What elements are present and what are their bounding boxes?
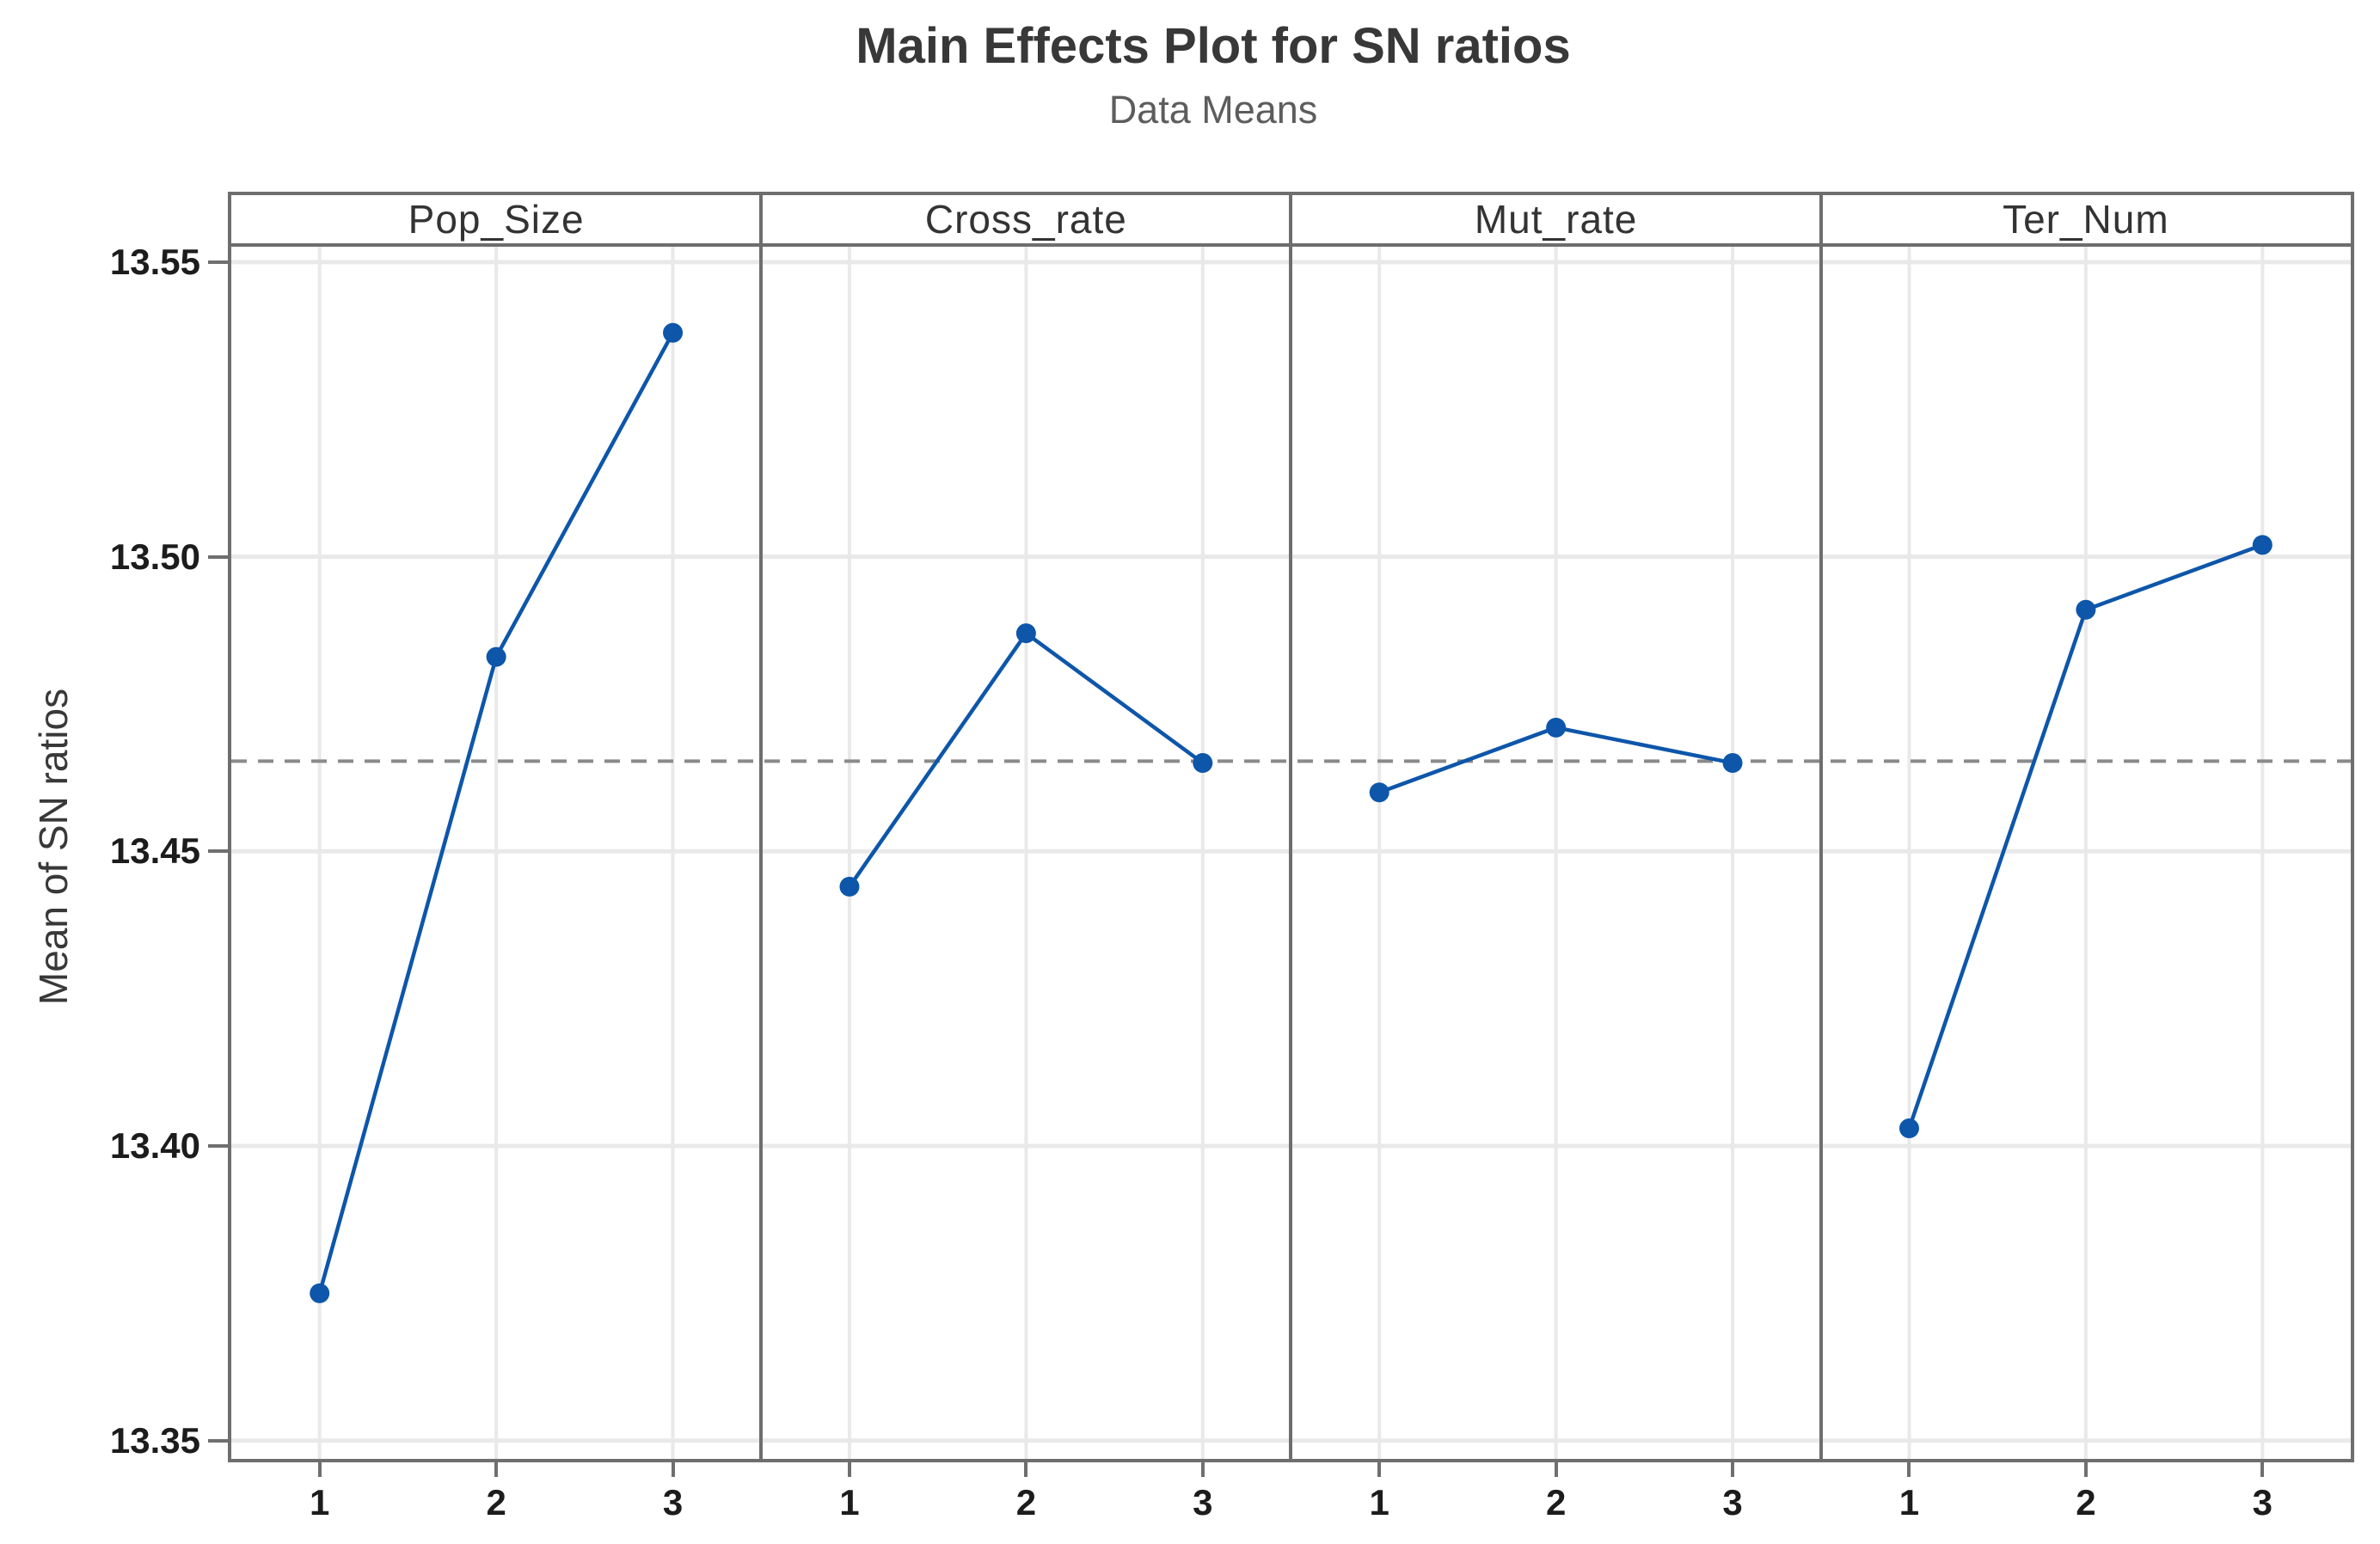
x-tick-label: 1: [310, 1482, 330, 1523]
x-tick-mark: [1024, 1462, 1028, 1477]
y-tick-mark: [208, 1144, 228, 1149]
x-tick-mark: [671, 1462, 675, 1477]
x-tick-label: 3: [1193, 1482, 1213, 1523]
x-tick-mark: [2260, 1462, 2265, 1477]
x-tick-mark: [1731, 1462, 1735, 1477]
y-tick-mark: [208, 260, 228, 264]
y-tick-label: 13.50: [109, 536, 200, 577]
data-point-cross_rate-level3: [1193, 752, 1213, 773]
data-point-mut_rate-level2: [1546, 717, 1567, 738]
x-tick-label: 3: [1722, 1482, 1743, 1523]
x-tick-mark: [2083, 1462, 2088, 1477]
panel-header-mut-rate: Mut_rate: [1474, 197, 1638, 242]
x-tick-label: 1: [839, 1482, 860, 1523]
x-tick-mark: [1377, 1462, 1382, 1477]
panel-header-pop-size: Pop_Size: [408, 197, 585, 242]
y-tick-label: 13.45: [109, 830, 200, 872]
data-point-cross_rate-level1: [839, 876, 860, 897]
data-point-cross_rate-level2: [1015, 623, 1036, 644]
y-tick-mark: [208, 849, 228, 854]
panel-header-cross-rate: Cross_rate: [924, 197, 1127, 242]
x-tick-mark: [1200, 1462, 1205, 1477]
x-tick-label: 2: [1545, 1482, 1567, 1523]
data-point-mut_rate-level1: [1369, 782, 1389, 803]
x-tick-mark: [1554, 1462, 1558, 1477]
panel-divider: [759, 195, 763, 1459]
x-tick-mark: [1907, 1462, 1911, 1477]
x-tick-label: 3: [2252, 1482, 2273, 1523]
panel-divider: [1289, 195, 1292, 1459]
data-point-mut_rate-level3: [1722, 752, 1743, 773]
data-point-pop_size-level1: [310, 1283, 330, 1303]
y-tick-mark: [208, 554, 228, 559]
x-tick-mark: [847, 1462, 851, 1477]
x-tick-label: 1: [1898, 1482, 1920, 1523]
x-tick-mark: [317, 1462, 322, 1477]
panel-header-ter-num: Ter_Num: [2003, 197, 2169, 242]
data-point-pop_size-level2: [486, 646, 506, 667]
x-tick-label: 3: [662, 1482, 684, 1523]
x-tick-label: 2: [2076, 1482, 2096, 1523]
x-tick-label: 1: [1369, 1482, 1389, 1523]
x-tick-mark: [494, 1462, 499, 1477]
x-tick-label: 2: [1015, 1482, 1037, 1523]
y-tick-mark: [208, 1438, 228, 1443]
panel-divider: [1819, 195, 1823, 1459]
data-point-ter_num-level1: [1898, 1118, 1919, 1138]
data-point-pop_size-level3: [663, 322, 684, 343]
panels-region: Pop_Size Cross_rate Mut_rate Ter_Num: [228, 192, 2354, 1462]
y-tick-label: 13.55: [109, 241, 200, 282]
chart-subtitle: Data Means: [1108, 88, 1318, 132]
data-point-ter_num-level3: [2252, 535, 2273, 555]
x-tick-label: 2: [486, 1482, 506, 1523]
data-point-ter_num-level2: [2076, 599, 2096, 620]
y-tick-label: 13.35: [109, 1419, 200, 1461]
chart-title: Main Effects Plot for SN ratios: [856, 18, 1571, 74]
y-tick-label: 13.40: [109, 1125, 200, 1167]
